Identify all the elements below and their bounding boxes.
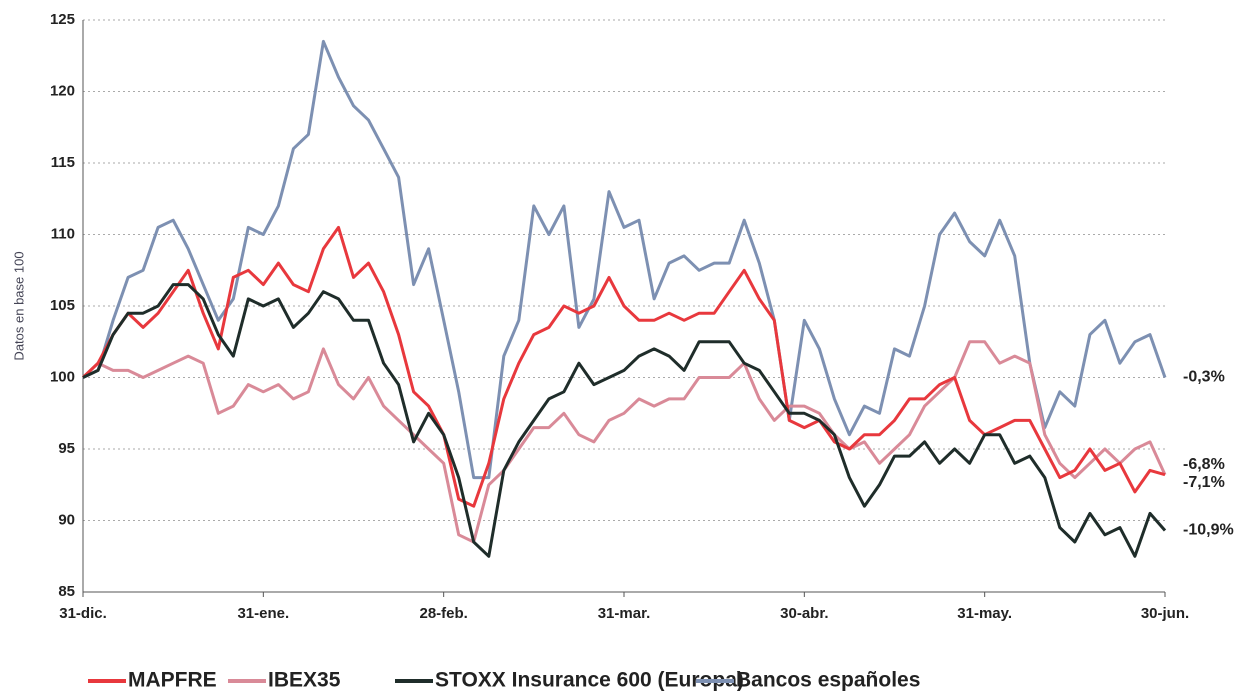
series-line [81, 225, 1166, 508]
y-tick-label: 100 [50, 368, 75, 385]
series-line [82, 283, 1167, 558]
legend-label: Bancos españoles [736, 669, 920, 692]
series-line [81, 340, 1167, 544]
y-axis-label: Datos en base 100 [11, 251, 26, 360]
y-tick-label: 85 [58, 583, 75, 600]
y-tick-label: 115 [51, 154, 75, 171]
y-tick-label: 105 [50, 297, 75, 314]
legend-label: IBEX35 [268, 669, 341, 692]
end-label: -7,1% [1183, 474, 1225, 491]
y-tick-label: 90 [58, 511, 75, 528]
x-tick-label: 30-jun. [1141, 605, 1189, 622]
x-tick-label: 31-ene. [237, 605, 289, 622]
end-label: -6,8% [1183, 456, 1225, 473]
y-tick-label: 125 [50, 11, 75, 28]
y-tick-label: 110 [51, 225, 75, 242]
x-tick-label: 31-mar. [598, 605, 651, 622]
x-tick-label: 30-abr. [780, 605, 828, 622]
legend-label: MAPFRE [128, 669, 217, 692]
end-label: -0,3% [1183, 369, 1225, 386]
x-tick-label: 31-dic. [59, 605, 107, 622]
x-tick-label: 31-may. [957, 605, 1012, 622]
x-tick-label: 28-feb. [419, 605, 467, 622]
legend-label: STOXX Insurance 600 (Europa) [435, 669, 744, 692]
y-tick-label: 95 [58, 440, 75, 457]
y-tick-label: 120 [50, 82, 75, 99]
end-label: -10,9% [1183, 522, 1234, 539]
series-line [82, 39, 1167, 480]
